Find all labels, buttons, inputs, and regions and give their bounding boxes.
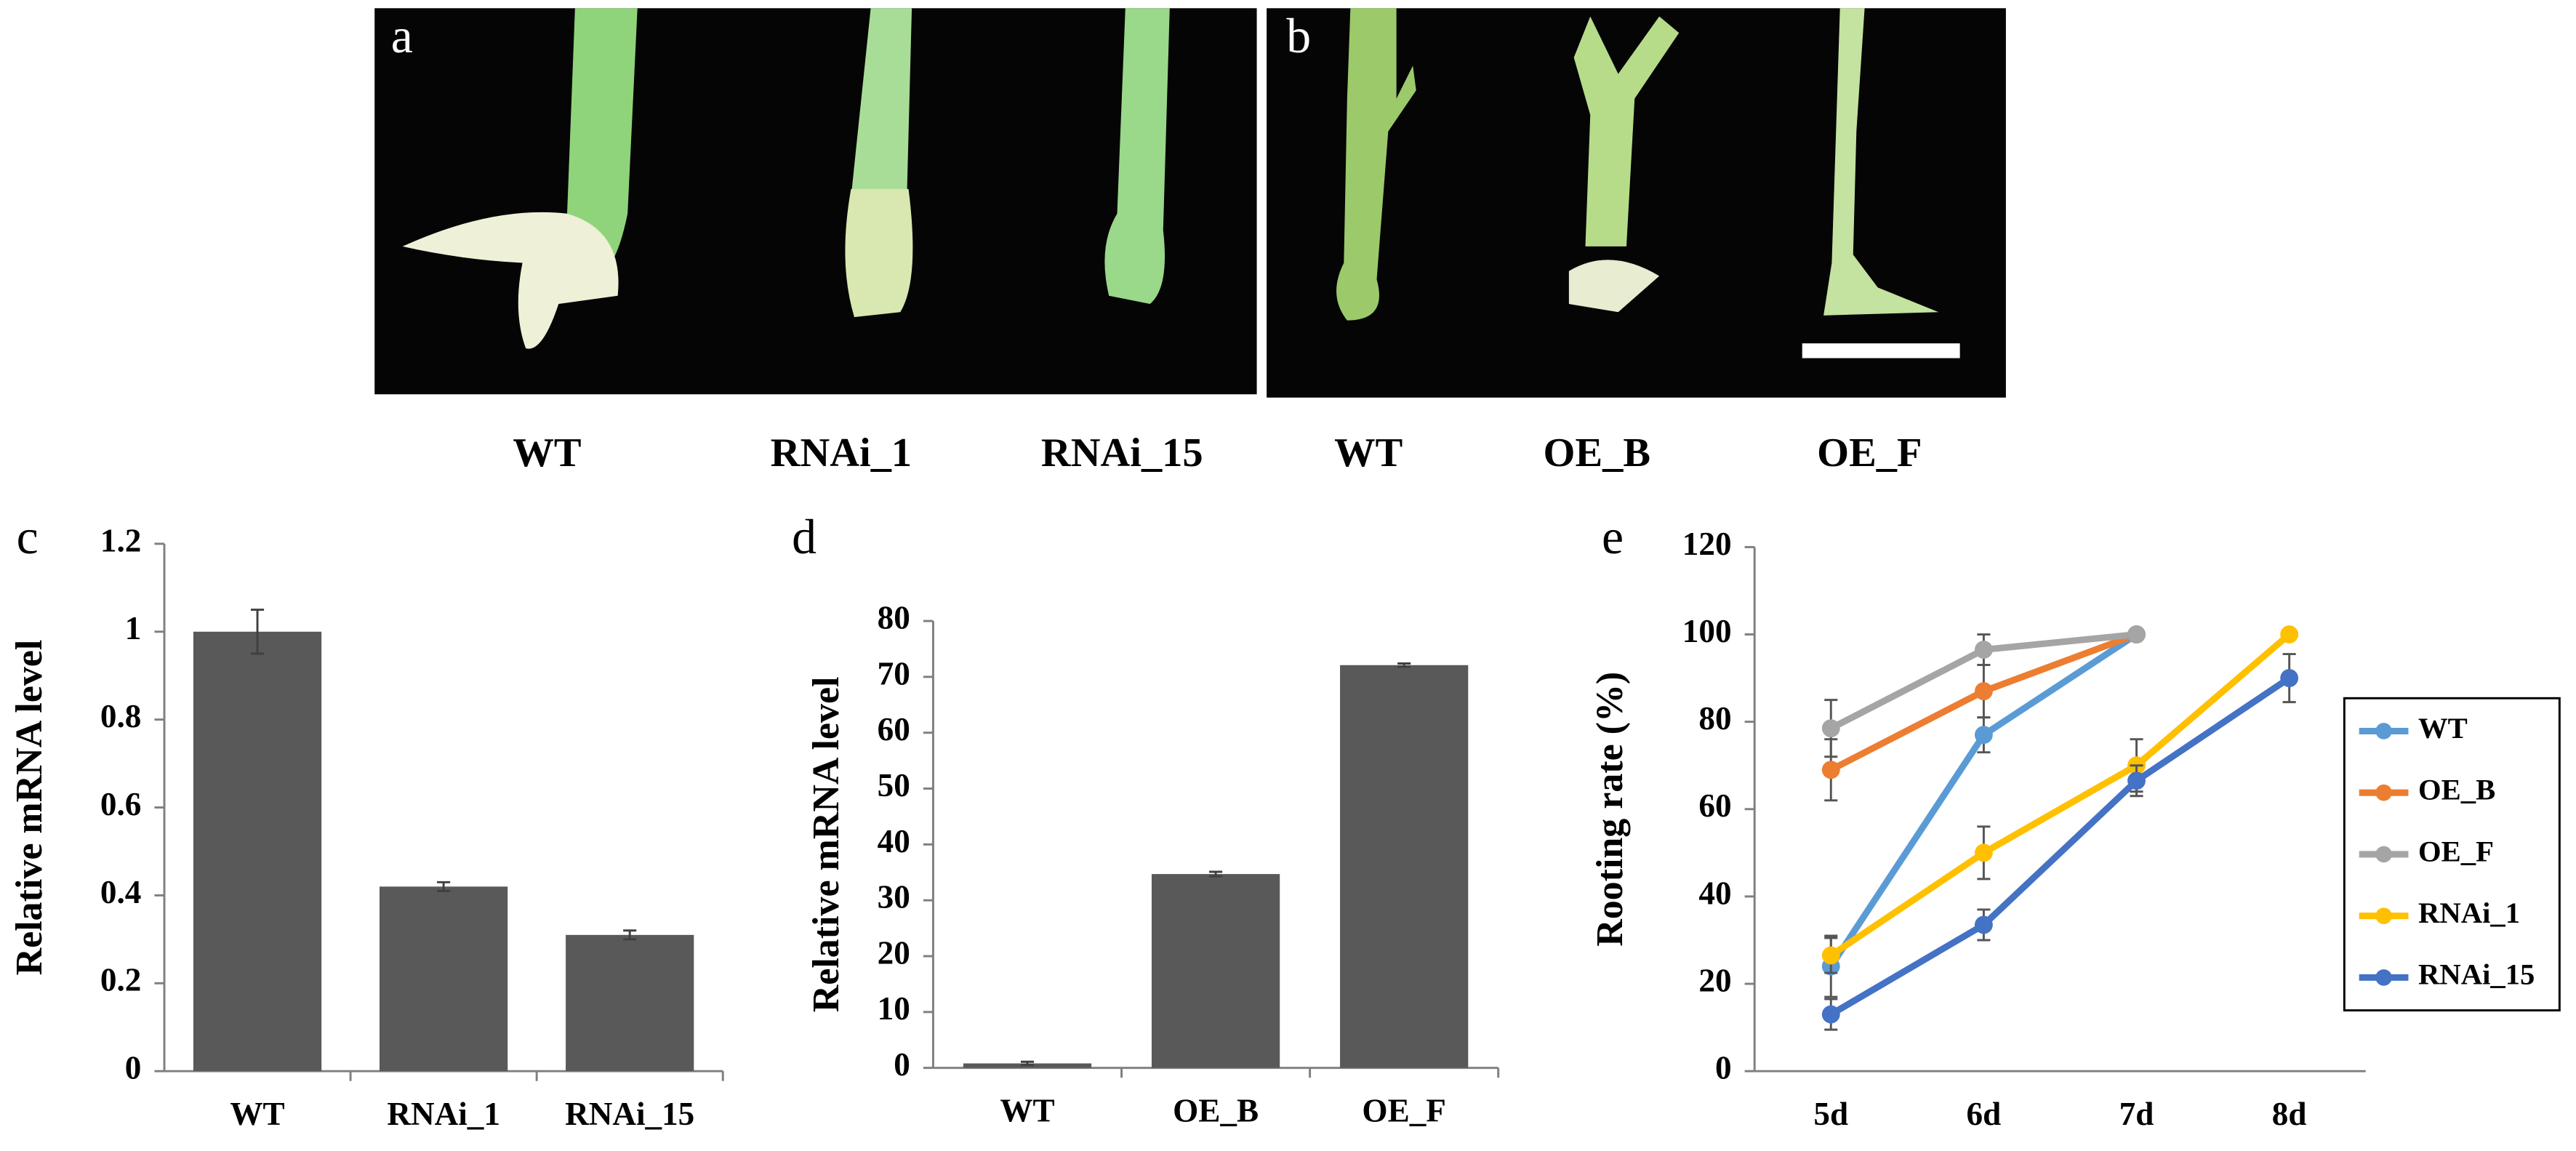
bar [193,631,322,1072]
y-axis-label: Relative mRNA level [9,640,50,976]
photo-caption: RNAi_1 [771,430,912,476]
y-tick-label: 0 [125,1050,142,1086]
x-tick-label: RNAi_15 [565,1096,694,1132]
x-tick-label: 8d [2272,1096,2307,1132]
y-tick-label: 40 [1698,875,1731,911]
photo-caption: WT [1334,430,1403,476]
photo-b: b [1267,8,2006,398]
panel-label: a [391,9,413,63]
photo-caption: OE_B [1544,430,1651,476]
x-tick-label: WT [1000,1092,1054,1128]
panel-label: c [17,510,39,564]
bar [380,886,508,1072]
point [1974,915,1993,934]
panel-label: d [792,510,816,564]
point [1974,726,1993,745]
y-tick-label: 20 [1698,962,1731,998]
y-tick-label: 60 [878,711,910,747]
point [2280,625,2299,643]
y-tick-label: 50 [878,767,910,803]
point [1821,761,1840,779]
y-axis-label: Relative mRNA level [806,677,847,1013]
photo-caption: WT [513,430,581,476]
point [2280,669,2299,688]
x-tick-label: RNAi_1 [387,1096,500,1132]
x-tick-label: OE_F [1362,1092,1445,1128]
y-tick-label: 1 [125,610,142,646]
x-tick-label: WT [230,1096,284,1132]
legend-label: OE_B [2418,774,2495,806]
legend-marker [2375,846,2392,863]
y-tick-label: 70 [878,655,910,691]
y-tick-label: 0.2 [100,962,141,998]
y-tick-label: 0.8 [100,698,141,734]
series-line [1829,632,2292,958]
photo-caption: RNAi_15 [1041,430,1203,476]
legend-label: RNAi_15 [2418,958,2535,991]
point [1821,1005,1840,1024]
y-tick-label: 30 [878,879,910,915]
bar [566,934,694,1072]
y-tick-label: 0.6 [100,786,141,822]
y-axis-label: Rooting rate (%) [1589,672,1631,947]
y-tick-label: 0.4 [100,874,141,910]
legend-label: WT [2418,712,2468,745]
legend-marker [2375,784,2392,801]
legend-label: RNAi_1 [2418,897,2520,929]
panel-label: b [1286,9,1311,63]
bar [1340,665,1469,1068]
point [2127,625,2146,643]
y-tick-label: 80 [878,599,910,635]
y-tick-label: 40 [878,823,910,859]
point [1821,946,1840,965]
legend-marker [2375,907,2392,924]
x-tick-label: OE_B [1173,1092,1259,1128]
panel-label: e [1602,510,1624,564]
photo-a: a [374,8,1257,395]
photo-caption: OE_F [1817,430,1922,476]
point [1821,719,1840,738]
legend-marker [2375,969,2392,986]
point [1974,641,1993,659]
y-tick-label: 0 [1715,1050,1732,1086]
series-line [1829,675,2292,1018]
y-tick-label: 20 [878,934,910,971]
y-tick-label: 80 [1698,700,1731,737]
point [1974,682,1993,701]
y-tick-label: 0 [894,1046,910,1083]
x-tick-label: 5d [1813,1096,1848,1132]
legend-marker [2375,723,2392,739]
y-tick-label: 10 [878,990,910,1027]
y-tick-label: 120 [1682,526,1732,562]
bar [1151,874,1280,1068]
y-tick-label: 1.2 [100,522,141,558]
y-tick-label: 60 [1698,787,1731,824]
legend-label: OE_F [2418,835,2494,867]
x-tick-label: 6d [1967,1096,2002,1132]
y-tick-label: 100 [1682,613,1732,649]
x-tick-label: 7d [2119,1096,2154,1132]
point [1974,843,1993,862]
point [2127,771,2146,790]
